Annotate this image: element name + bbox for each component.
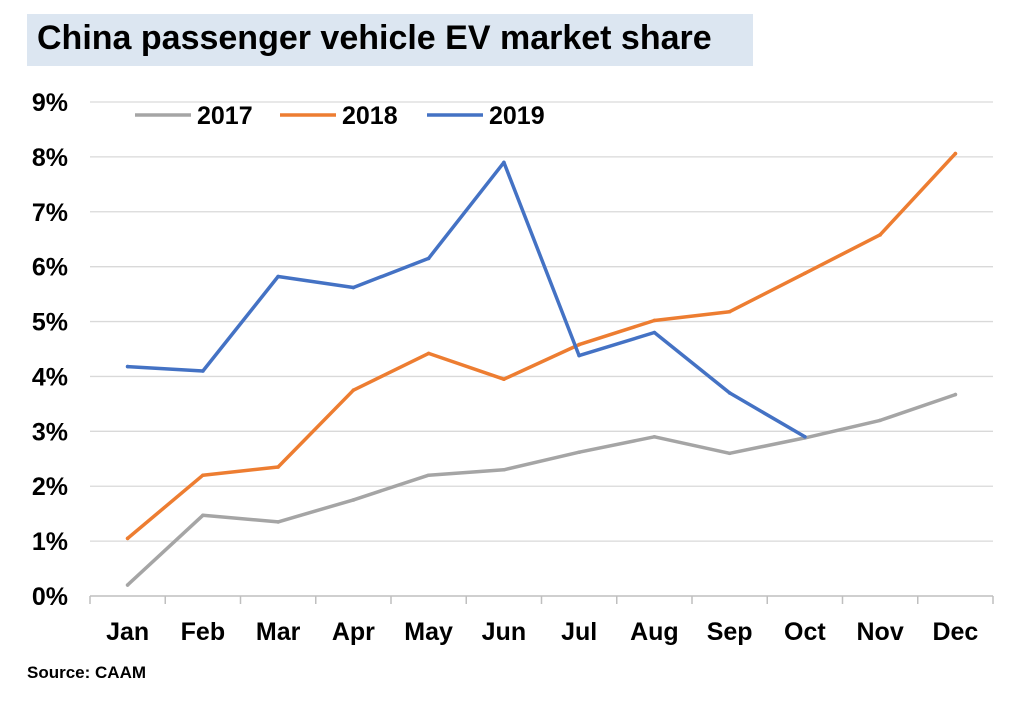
x-tick-label: Mar [256,618,301,646]
x-tick-label: Nov [857,618,904,646]
legend-label-2018: 2018 [342,102,398,130]
y-tick-label: 8% [32,144,68,172]
data-point-2017 [878,418,882,423]
data-point-2019 [502,160,506,165]
data-point-2018 [652,318,657,323]
data-point-2019 [276,274,280,279]
data-point-2017 [276,520,280,524]
data-point-2019 [803,435,807,439]
legend-label-2017: 2017 [197,102,253,130]
y-tick-label: 4% [32,363,68,391]
x-tick-label: Jul [561,618,597,646]
data-point-2017 [953,392,958,397]
data-point-2018 [276,465,280,469]
data-point-2018 [502,377,506,381]
source-note: Source: CAAM [27,663,147,682]
data-point-2018 [953,151,958,156]
series-line-2018 [125,151,958,541]
x-tick-label: Apr [332,618,375,646]
x-tick-label: Jan [106,618,149,646]
y-tick-label: 9% [32,89,68,117]
y-tick-label: 3% [32,418,68,446]
chart-title: China passenger vehicle EV market share [37,19,712,57]
data-point-2018 [878,233,882,237]
x-tick-label: Feb [181,618,225,646]
series-line-2019 [125,160,807,439]
data-point-2019 [351,285,356,290]
x-tick-label: Aug [630,618,679,646]
x-tick-label: May [404,618,453,646]
x-tick-label: Sep [707,618,753,646]
data-point-2018 [577,342,581,347]
y-tick-label: 5% [32,309,68,337]
x-tick-label: Jun [482,618,526,646]
data-point-2019 [426,256,431,261]
x-tick-label: Oct [784,618,826,646]
y-tick-label: 6% [32,254,68,282]
series-line-2017 [125,392,958,587]
data-point-2018 [426,351,431,356]
data-point-2017 [426,473,431,478]
legend-label-2019: 2019 [489,102,545,130]
data-point-2019 [652,330,657,335]
data-point-2017 [502,467,506,472]
data-point-2018 [351,388,356,392]
data-point-2017 [577,450,581,454]
data-point-2019 [727,391,732,395]
data-point-2017 [201,513,205,518]
data-point-2018 [125,536,130,541]
data-point-2018 [727,309,732,314]
title-background [27,14,753,66]
data-point-2018 [201,473,205,478]
data-point-2019 [577,353,581,358]
data-point-2017 [652,435,657,439]
data-point-2017 [125,583,130,587]
data-point-2019 [201,369,205,373]
data-point-2019 [125,364,130,369]
data-point-2017 [727,451,732,456]
x-tick-label: Dec [932,618,978,646]
data-point-2017 [351,498,356,502]
y-tick-label: 1% [32,528,68,556]
y-tick-label: 7% [32,199,68,227]
data-point-2018 [803,271,807,276]
y-tick-label: 0% [32,583,68,611]
y-tick-label: 2% [32,473,68,501]
